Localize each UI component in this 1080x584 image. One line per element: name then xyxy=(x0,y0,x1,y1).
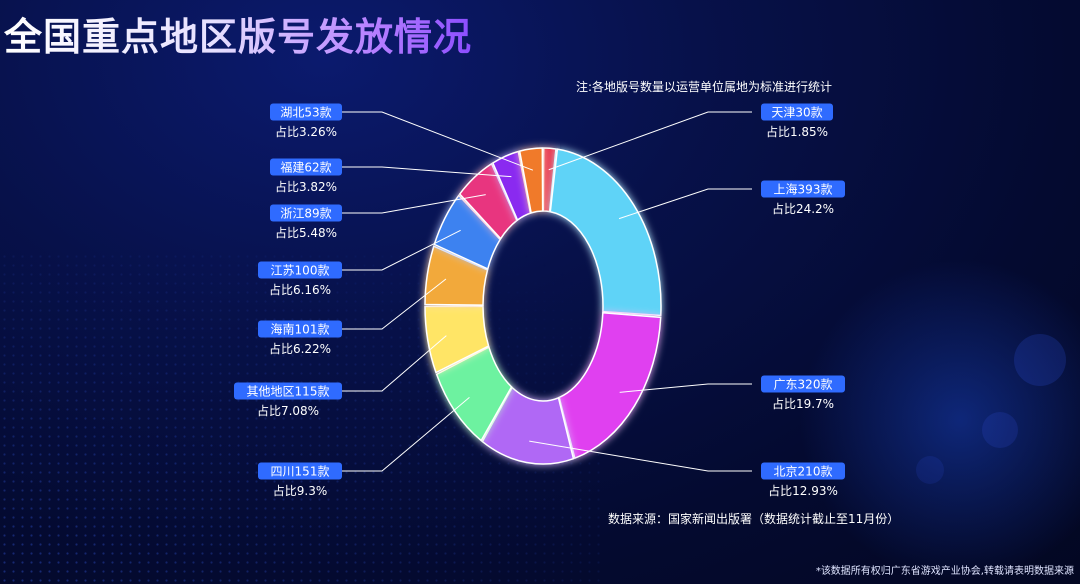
data-label-海南: 海南101款 xyxy=(271,322,330,337)
leader-line-上海 xyxy=(618,188,752,220)
leader-line-天津 xyxy=(548,111,752,171)
donut-slice-海南 xyxy=(424,245,489,306)
donut-slice-江苏 xyxy=(433,194,502,271)
pct-label-北京: 占比12.93% xyxy=(768,483,838,498)
leader-line-湖北 xyxy=(342,111,534,171)
leader-line-北京 xyxy=(529,440,752,472)
label-box-江苏 xyxy=(258,261,342,279)
leader-line-浙江 xyxy=(342,194,486,214)
label-box-浙江 xyxy=(270,204,342,222)
label-box-福建 xyxy=(270,158,342,176)
pct-label-江苏: 占比6.16% xyxy=(269,282,331,297)
data-label-四川: 四川151款 xyxy=(271,465,330,479)
donut-slice-广东 xyxy=(558,312,662,460)
donut-slice-上海 xyxy=(549,148,662,317)
pct-label-四川: 占比9.3% xyxy=(273,483,328,498)
copyright-note: *该数据所有权归广东省游戏产业协会,转载请表明数据来源 xyxy=(815,566,1074,577)
data-label-福建: 福建62款 xyxy=(280,160,331,175)
donut-slice-其他地区 xyxy=(424,305,490,374)
statistics-note: 注:各地版号数量以运营单位属地为标准进行统计 xyxy=(575,80,832,94)
donut-slice-四川 xyxy=(435,345,513,442)
data-label-天津: 天津30款 xyxy=(771,106,822,120)
page-title: 全国重点地区版号发放情况 xyxy=(4,6,472,61)
pct-label-福建: 占比3.82% xyxy=(275,179,337,194)
pct-label-天津: 占比1.85% xyxy=(766,124,828,139)
leader-line-江苏 xyxy=(342,229,461,271)
label-box-湖北 xyxy=(270,103,342,121)
label-box-北京 xyxy=(761,462,845,480)
leader-line-四川 xyxy=(342,396,470,472)
leader-line-其他地区 xyxy=(342,335,447,392)
leader-line-福建 xyxy=(342,166,512,178)
label-box-天津 xyxy=(761,103,833,121)
pct-label-上海: 占比24.2% xyxy=(772,201,834,216)
pct-label-浙江: 占比5.48% xyxy=(275,225,337,240)
pct-label-广东: 占比19.7% xyxy=(772,396,834,411)
data-label-浙江: 浙江89款 xyxy=(280,207,331,221)
pct-label-海南: 占比6.22% xyxy=(269,341,331,356)
data-label-江苏: 江苏100款 xyxy=(271,264,330,278)
leader-line-广东 xyxy=(619,383,752,393)
data-source: 数据来源：国家新闻出版署（数据统计截止至11月份） xyxy=(608,512,900,526)
pct-label-其他地区: 占比7.08% xyxy=(257,403,319,418)
data-label-北京: 北京210款 xyxy=(774,465,833,479)
data-label-上海: 上海393款 xyxy=(774,182,833,197)
data-label-其他地区: 其他地区115款 xyxy=(247,385,330,399)
label-box-其他地区 xyxy=(234,382,342,400)
label-box-海南 xyxy=(258,320,342,338)
pct-label-湖北: 占比3.26% xyxy=(275,124,337,139)
label-box-广东 xyxy=(761,375,845,393)
donut-slice-湖北 xyxy=(518,147,544,214)
leader-line-海南 xyxy=(342,278,447,330)
data-label-广东: 广东320款 xyxy=(774,378,833,392)
label-box-四川 xyxy=(258,462,342,480)
donut-slice-浙江 xyxy=(458,162,518,240)
label-box-上海 xyxy=(761,180,845,198)
data-label-湖北: 湖北53款 xyxy=(280,105,331,120)
